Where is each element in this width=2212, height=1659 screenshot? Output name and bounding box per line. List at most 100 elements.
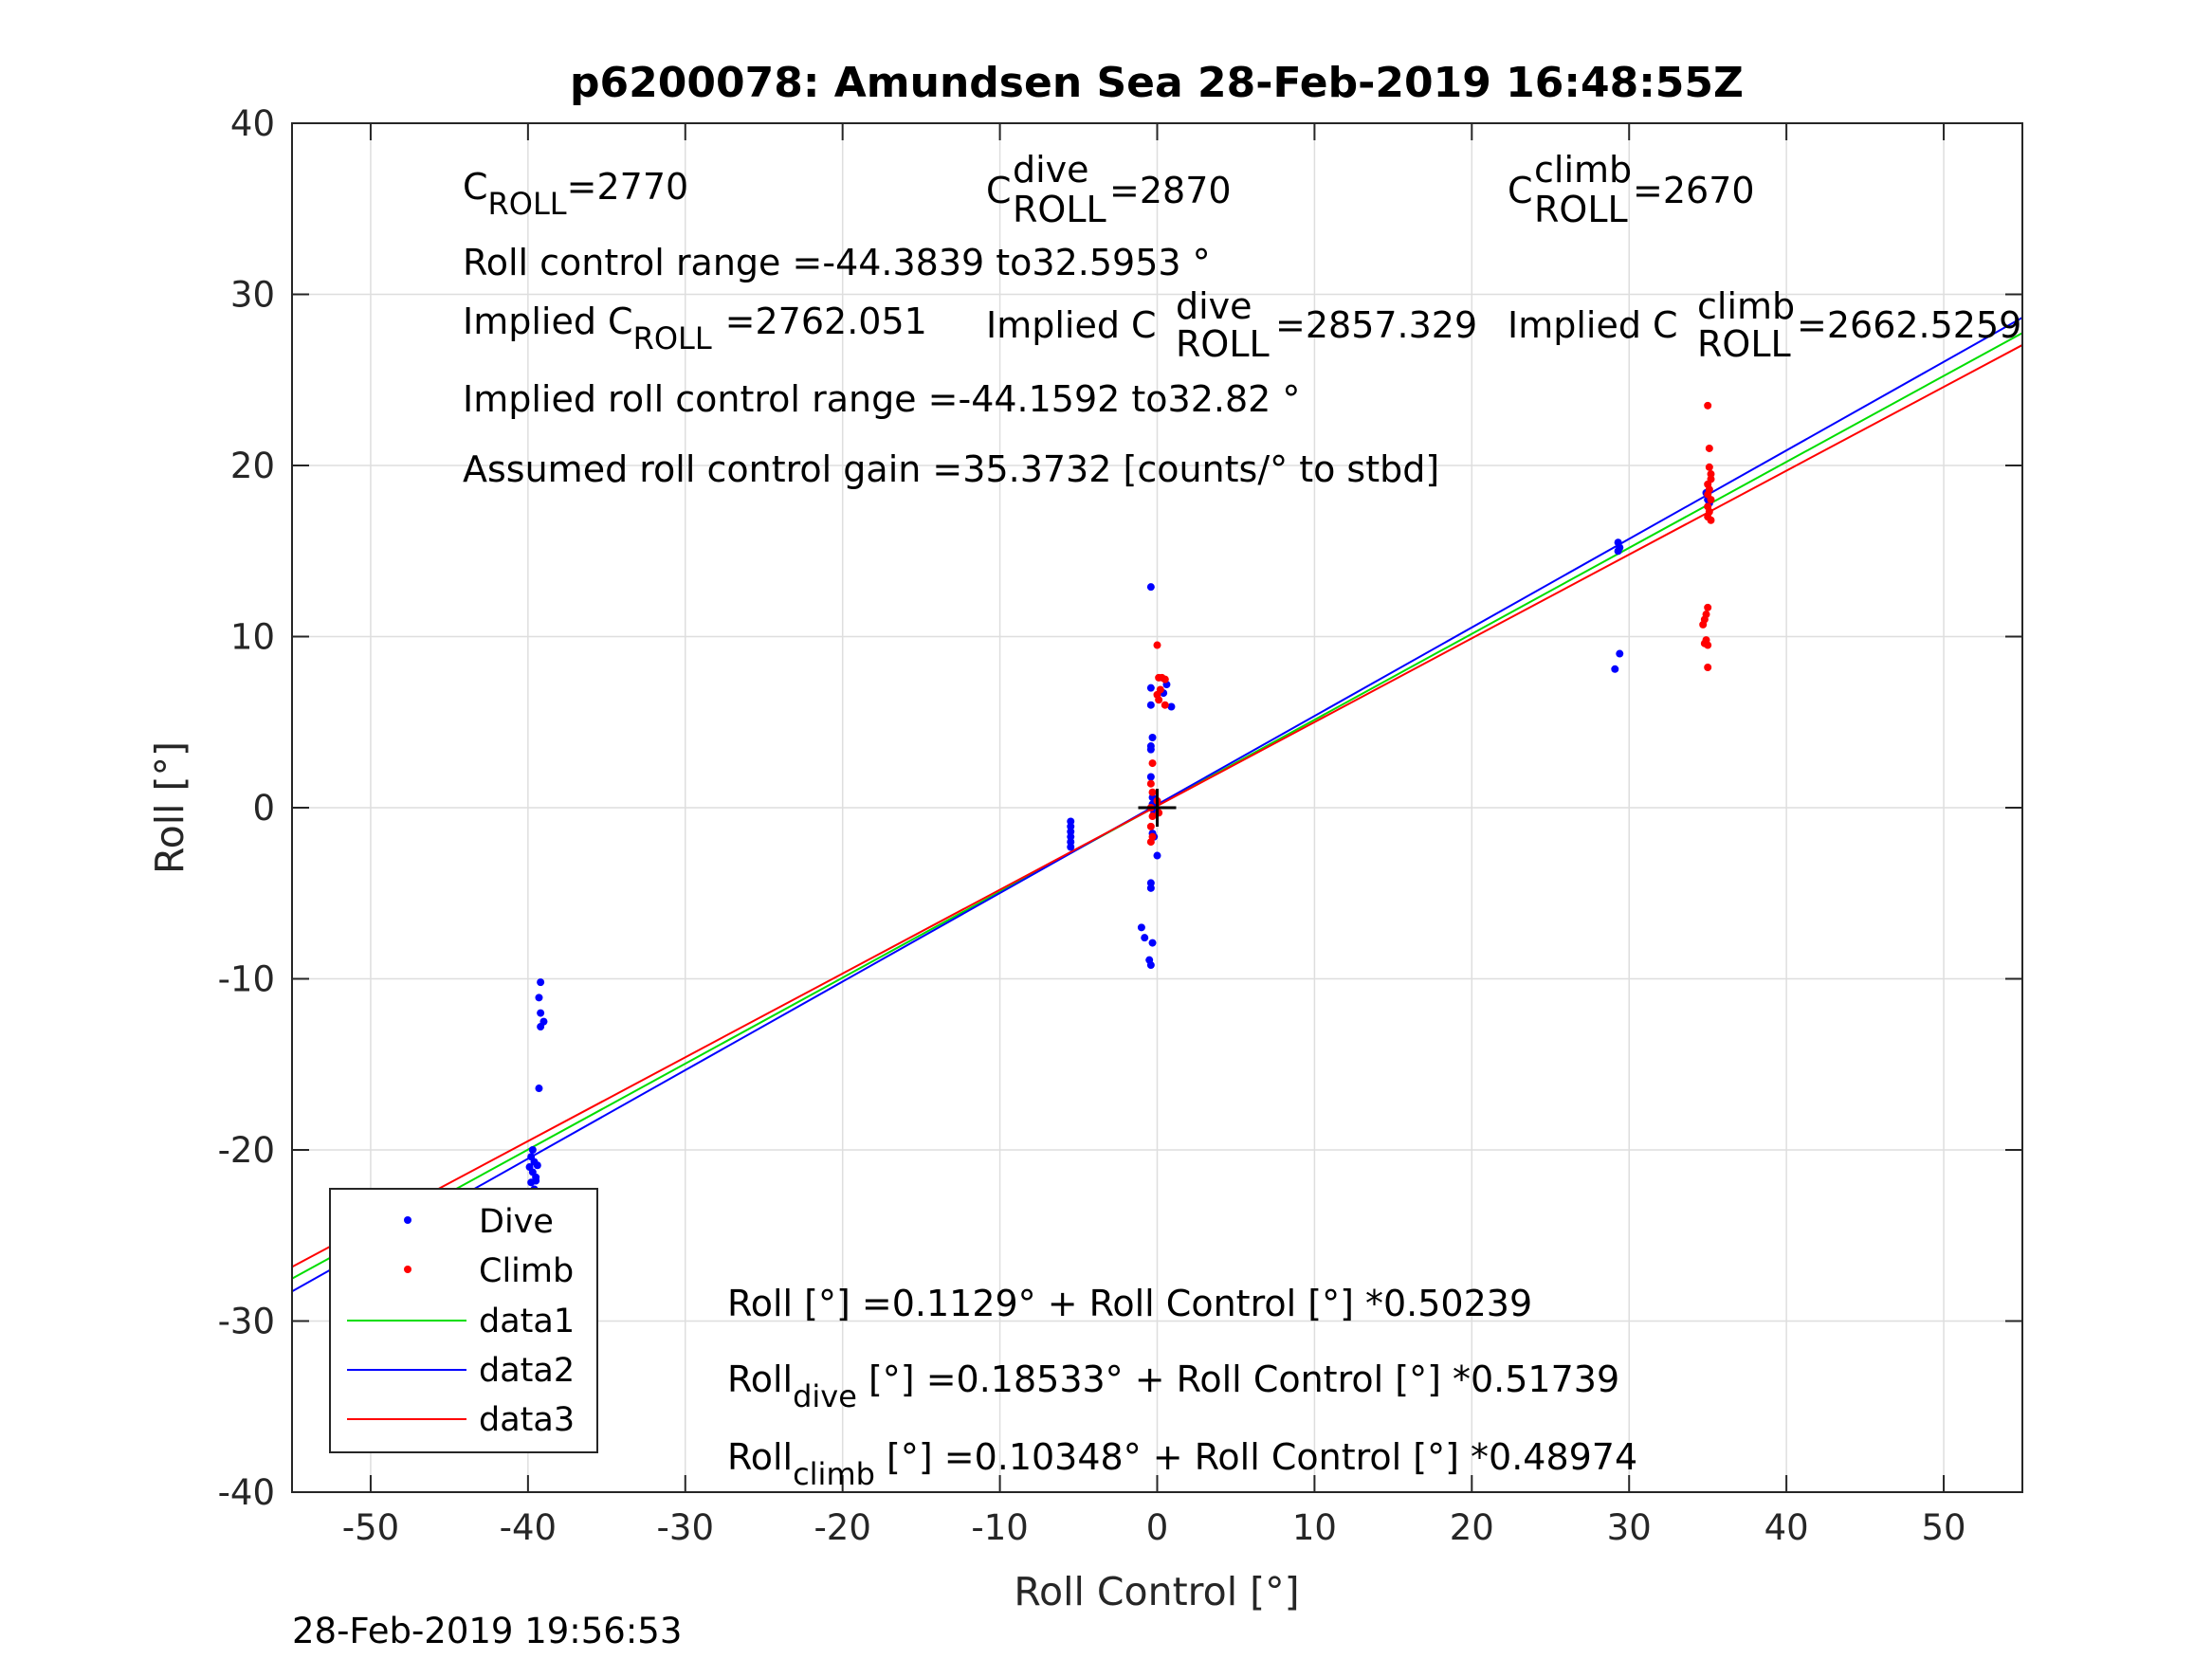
x-tick-label: 40: [1764, 1507, 1809, 1548]
legend-climb-label: Climb: [479, 1252, 574, 1290]
dive-point: [1167, 702, 1176, 711]
dive-point: [535, 1085, 543, 1093]
climb-point: [1146, 779, 1155, 788]
climb-point: [1153, 641, 1161, 649]
axis-ticks: -50 -40 -30 -20 -10 0 10 20 30 40 50 -40 -30 -20 -10 0 1…: [218, 103, 2022, 1548]
fit-equation-climb: Rollclimb [°] =0.10348° + Roll Control […: [727, 1436, 1637, 1492]
climb-point: [1148, 788, 1157, 796]
x-tick-label: -30: [657, 1507, 714, 1548]
c-dive-annotation: C: [986, 170, 1012, 211]
x-tick-label: 20: [1450, 1507, 1494, 1548]
c-climb-annotation: C: [1508, 170, 1533, 211]
legend-climb-marker: [404, 1266, 411, 1273]
climb-point: [1700, 639, 1709, 647]
dive-point: [535, 994, 543, 1002]
c-roll-annotation: CROLL=2770: [463, 166, 688, 222]
dive-point: [1611, 665, 1619, 673]
x-tick-label: 30: [1607, 1507, 1652, 1548]
c-dive-sub: ROLL: [1013, 189, 1106, 230]
dive-point: [537, 1009, 545, 1017]
dive-point: [1148, 733, 1157, 741]
implied-c-climb-value: =2662.5259: [1797, 304, 2021, 346]
dive-point: [1146, 773, 1155, 781]
legend-data2-label: data2: [479, 1352, 575, 1390]
dive-point: [1146, 583, 1155, 592]
y-tick-label: 10: [230, 617, 275, 658]
dive-point: [528, 1146, 537, 1154]
climb-point: [1148, 759, 1157, 768]
climb-point: [1707, 516, 1715, 524]
y-tick-label: 20: [230, 446, 275, 486]
c-dive-value: =2870: [1109, 170, 1232, 211]
dive-point: [1146, 684, 1155, 692]
y-tick-label: -30: [218, 1302, 275, 1342]
assumed-roll-control-gain: Assumed roll control gain =35.3732 [coun…: [463, 448, 1439, 490]
fit-equation-dive: Rolldive [°] =0.18533° + Roll Control [°…: [727, 1358, 1619, 1414]
climb-point: [1146, 838, 1155, 847]
implied-roll-control-range: Implied roll control range =-44.1592 to3…: [463, 378, 1300, 420]
dive-point: [532, 1176, 540, 1185]
legend-dive-marker: [404, 1216, 411, 1224]
c-climb-sup: climb: [1534, 149, 1632, 191]
legend-data3-label: data3: [479, 1401, 575, 1439]
climb-point: [1155, 696, 1163, 704]
origin-marker: [1138, 789, 1177, 827]
climb-point: [1705, 444, 1713, 452]
chart-title: p6200078: Amundsen Sea 28-Feb-2019 16:48…: [570, 59, 1744, 107]
y-axis-label: Roll [°]: [147, 741, 192, 874]
implied-c-dive-sup: dive: [1176, 285, 1252, 327]
dive-point: [1616, 649, 1624, 658]
y-tick-label: -10: [218, 959, 275, 1000]
c-dive-sup: dive: [1013, 149, 1089, 191]
x-tick-label: -10: [971, 1507, 1028, 1548]
dive-point: [1146, 701, 1155, 709]
x-tick-label: 0: [1146, 1507, 1169, 1548]
climb-point: [1707, 496, 1715, 504]
implied-c-climb-sub: ROLL: [1697, 323, 1791, 365]
climb-point: [1705, 463, 1713, 471]
legend-dive-label: Dive: [479, 1203, 554, 1241]
dive-point: [1146, 884, 1155, 892]
y-tick-label: 40: [230, 103, 275, 144]
dive-point: [1141, 934, 1149, 942]
climb-point: [1704, 401, 1712, 410]
y-tick-label: -20: [218, 1130, 275, 1171]
dive-point: [1148, 939, 1157, 947]
c-climb-sub: ROLL: [1534, 189, 1628, 230]
climb-point: [1146, 822, 1155, 830]
x-tick-label: 10: [1292, 1507, 1337, 1548]
climb-point: [1161, 701, 1169, 709]
y-tick-label: 30: [230, 275, 275, 316]
legend-data1-label: data1: [479, 1303, 575, 1340]
y-tick-label: -40: [218, 1472, 275, 1513]
dive-point: [1153, 851, 1161, 860]
implied-c-dive: Implied C: [986, 304, 1157, 346]
x-tick-label: 50: [1921, 1507, 1965, 1548]
y-tick-label: 0: [252, 788, 275, 829]
x-tick-label: -50: [342, 1507, 399, 1548]
dive-point: [533, 1161, 541, 1170]
dive-point: [537, 1023, 545, 1031]
climb-point: [1704, 603, 1712, 611]
roll-control-range: Roll control range =-44.3839 to32.5953 °: [463, 242, 1211, 283]
dive-point: [1137, 923, 1145, 932]
dive-point: [1067, 843, 1075, 851]
c-climb-value: =2670: [1633, 170, 1755, 211]
implied-c-climb: Implied C: [1508, 304, 1678, 346]
implied-c-climb-sup: climb: [1697, 285, 1795, 327]
data-points: [406, 401, 1715, 1236]
legend: Dive Climb data1 data2 data3: [329, 1188, 598, 1453]
climb-point: [1148, 812, 1157, 821]
climb-point: [1699, 620, 1708, 629]
implied-c-roll: Implied CROLL =2762.051: [463, 301, 927, 356]
x-tick-label: -20: [814, 1507, 870, 1548]
dive-point: [1146, 961, 1155, 970]
climb-point: [1161, 675, 1169, 684]
dive-point: [1614, 547, 1622, 556]
fit-equation-all: Roll [°] =0.1129° + Roll Control [°] *0.…: [727, 1283, 1532, 1324]
implied-c-dive-value: =2857.329: [1275, 304, 1477, 346]
implied-c-dive-sub: ROLL: [1176, 323, 1270, 365]
dive-point: [1146, 745, 1155, 754]
footer-timestamp: 28-Feb-2019 19:56:53: [292, 1611, 682, 1651]
